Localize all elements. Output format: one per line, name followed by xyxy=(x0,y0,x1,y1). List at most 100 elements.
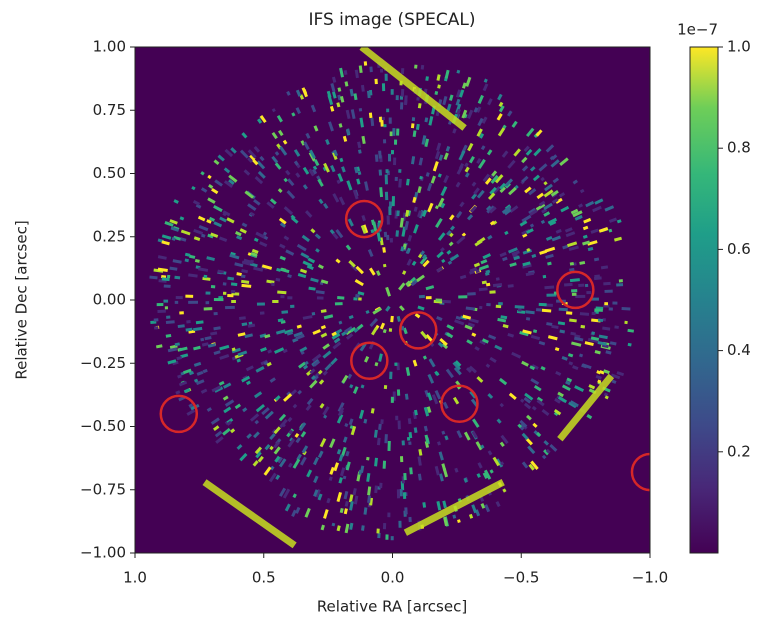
speckle xyxy=(422,259,430,268)
speckle xyxy=(578,283,585,288)
speckle xyxy=(213,297,224,302)
speckle xyxy=(578,203,584,208)
speckle xyxy=(455,98,461,106)
speckle xyxy=(448,94,454,101)
speckle xyxy=(223,180,234,188)
speckle xyxy=(464,162,469,168)
speckle xyxy=(330,357,338,366)
speckle xyxy=(434,90,439,96)
speckle xyxy=(236,272,242,277)
speckle xyxy=(408,516,412,523)
speckle xyxy=(257,170,266,179)
speckle xyxy=(551,324,559,330)
speckle xyxy=(247,149,257,159)
speckle xyxy=(224,148,234,158)
speckle xyxy=(222,291,227,295)
speckle xyxy=(339,95,345,103)
speckle xyxy=(502,488,507,493)
speckle xyxy=(417,473,422,481)
speckle xyxy=(206,407,212,412)
speckle xyxy=(329,466,335,475)
speckle xyxy=(441,430,446,435)
speckle xyxy=(336,491,342,503)
speckle xyxy=(481,280,487,285)
speckle xyxy=(282,139,288,145)
speckle xyxy=(594,308,603,312)
speckle xyxy=(241,283,252,288)
speckle xyxy=(529,209,538,216)
speckle xyxy=(438,451,444,461)
speckle xyxy=(387,440,391,451)
colorbar-tick-label: 0.6 xyxy=(727,240,751,258)
speckle xyxy=(388,328,393,332)
speckle xyxy=(476,376,484,383)
speckle xyxy=(599,370,605,375)
speckle xyxy=(613,236,622,242)
speckle xyxy=(389,371,393,380)
speckle xyxy=(454,360,462,367)
speckle xyxy=(180,229,191,236)
speckle xyxy=(531,253,537,258)
speckle xyxy=(417,103,422,109)
speckle xyxy=(523,396,532,404)
speckle xyxy=(427,373,435,384)
speckle xyxy=(541,454,547,460)
speckle xyxy=(300,431,307,438)
speckle xyxy=(521,360,529,367)
speckle xyxy=(290,216,299,224)
speckle xyxy=(279,487,287,497)
speckle xyxy=(414,313,421,319)
speckle xyxy=(225,305,235,310)
speckle xyxy=(195,320,204,325)
speckle xyxy=(205,301,210,305)
speckle xyxy=(203,307,213,311)
speckle xyxy=(405,280,411,286)
speckle xyxy=(196,370,204,376)
speckle xyxy=(496,113,503,121)
speckle xyxy=(413,427,418,434)
speckle xyxy=(475,441,483,451)
speckle xyxy=(586,414,593,420)
speckle xyxy=(586,290,592,295)
streak xyxy=(557,373,615,442)
y-tick-label: 0.00 xyxy=(93,291,126,309)
speckle xyxy=(228,178,235,185)
speckle xyxy=(155,344,163,349)
speckle xyxy=(260,347,267,353)
speckle xyxy=(401,440,405,446)
speckle xyxy=(252,460,259,467)
speckle xyxy=(302,89,308,95)
speckle xyxy=(500,434,509,445)
speckle xyxy=(502,324,509,329)
speckle xyxy=(487,393,494,399)
speckle xyxy=(361,215,366,222)
speckle xyxy=(525,310,535,315)
speckle xyxy=(188,254,196,259)
speckle xyxy=(455,181,461,188)
speckle xyxy=(348,314,354,320)
speckle xyxy=(421,135,427,145)
speckle xyxy=(176,355,183,361)
speckle xyxy=(157,267,168,272)
speckle xyxy=(479,133,485,139)
speckle xyxy=(161,277,170,282)
speckle xyxy=(250,251,258,257)
speckle xyxy=(284,503,291,512)
speckle xyxy=(292,493,297,499)
speckle xyxy=(463,477,468,483)
speckle xyxy=(547,217,558,225)
speckle xyxy=(549,444,558,452)
colorbar-tick-label: 1.0 xyxy=(727,38,751,56)
speckle xyxy=(213,204,223,213)
speckle xyxy=(419,175,423,180)
speckle xyxy=(519,331,529,337)
speckle xyxy=(611,379,617,384)
speckle xyxy=(614,325,619,329)
speckle xyxy=(459,201,465,208)
speckle xyxy=(545,235,553,241)
speckle xyxy=(414,409,418,416)
speckle xyxy=(253,431,260,439)
speckle xyxy=(374,154,379,162)
speckle xyxy=(245,380,251,386)
speckle xyxy=(519,220,528,227)
